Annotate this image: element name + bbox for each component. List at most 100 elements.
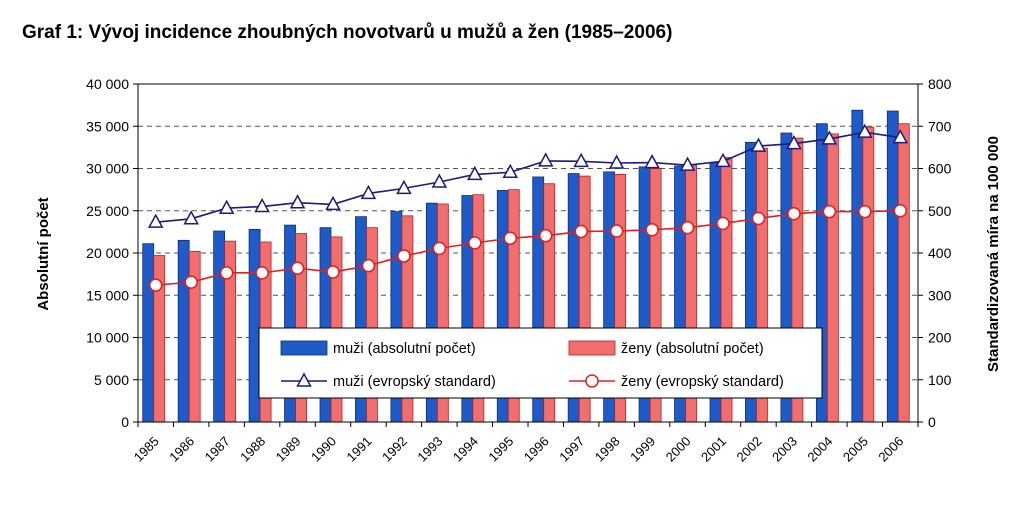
left-tick-label: 5 000	[94, 372, 129, 388]
point-muzi	[608, 154, 625, 169]
x-tick-label: 1989	[273, 434, 304, 465]
point-zeny	[893, 204, 908, 218]
legend: muži (absolutní počet) ženy (absolutní po…	[258, 327, 823, 399]
point-zeny	[574, 224, 588, 239]
bar-muzi	[177, 239, 190, 423]
point-muzi	[821, 130, 838, 145]
legend-swatch	[568, 340, 616, 356]
x-tick-label: 2003	[769, 434, 800, 465]
left-tick-label: 10 000	[86, 330, 129, 346]
point-zeny	[290, 261, 305, 275]
point-muzi	[502, 163, 519, 179]
point-zeny	[361, 258, 376, 273]
chart-title: Graf 1: Vývoj incidence zhoubných novotv…	[22, 22, 673, 43]
right-axis-label: Standardizovaná míra na 100 000	[985, 136, 1002, 372]
x-tick-label: 1985	[131, 434, 162, 465]
point-zeny	[432, 241, 447, 256]
legend-marker	[585, 374, 599, 388]
x-tick-label: 1992	[379, 434, 410, 465]
x-tick-label: 1998	[592, 434, 623, 465]
right-tick-label: 400	[928, 245, 952, 261]
point-zeny	[858, 204, 872, 219]
x-tick-label: 1987	[202, 434, 233, 465]
point-zeny	[645, 223, 659, 237]
point-muzi	[573, 152, 589, 168]
point-muzi	[892, 129, 909, 144]
point-muzi	[289, 194, 306, 209]
point-zeny	[326, 265, 340, 279]
x-tick-label: 1986	[166, 434, 197, 465]
line-muzi	[155, 131, 901, 223]
point-muzi	[467, 165, 483, 181]
right-tick-label: 0	[928, 414, 936, 430]
x-tick-label: 1993	[414, 434, 445, 465]
point-zeny	[538, 228, 553, 243]
point-muzi	[325, 195, 341, 211]
left-axis-label: Absolutní počet	[35, 197, 52, 310]
x-tick-label: 1988	[237, 434, 268, 465]
x-tick-label: 2006	[875, 434, 906, 465]
right-tick-label: 100	[928, 372, 952, 388]
point-muzi	[786, 134, 802, 150]
point-zeny	[468, 236, 482, 250]
x-tick-label: 2004	[804, 434, 835, 465]
point-muzi	[537, 152, 554, 167]
point-zeny	[751, 211, 766, 226]
legend-box	[258, 327, 823, 399]
bar-zeny	[897, 123, 910, 423]
point-muzi	[360, 184, 377, 200]
bar-muzi	[851, 109, 864, 423]
bar-zeny	[862, 126, 875, 423]
point-zeny	[184, 275, 198, 289]
point-muzi	[750, 137, 767, 152]
x-tick-label: 2000	[663, 434, 694, 465]
point-muzi	[396, 179, 412, 195]
x-tick-label: 1994	[450, 434, 481, 465]
x-tick-label: 1990	[308, 434, 339, 465]
x-tick-label: 1997	[556, 434, 587, 465]
point-muzi	[218, 199, 235, 214]
right-tick-label: 700	[928, 118, 952, 134]
point-muzi	[254, 197, 270, 213]
legend-swatch	[280, 340, 328, 356]
x-tick-label: 2005	[840, 434, 871, 465]
point-muzi	[644, 154, 660, 169]
point-muzi	[183, 210, 199, 225]
legend-label: ženy (evropský standard)	[621, 374, 784, 390]
x-tick-label: 1995	[485, 434, 516, 465]
x-tick-label: 1991	[344, 434, 375, 465]
legend-label: muži (absolutní počet)	[333, 341, 476, 357]
point-muzi	[431, 173, 448, 188]
right-tick-label: 600	[928, 161, 952, 177]
point-zeny	[716, 216, 730, 231]
x-tick-label: 2001	[698, 434, 729, 465]
point-muzi	[857, 123, 873, 138]
bar-zeny	[826, 133, 839, 423]
point-muzi	[715, 152, 731, 168]
left-tick-label: 30 000	[86, 161, 129, 177]
right-tick-label: 300	[928, 287, 952, 303]
legend-label: muži (evropský standard)	[333, 374, 496, 390]
point-zeny	[255, 266, 269, 280]
left-tick-label: 20 000	[86, 245, 129, 261]
right-tick-label: 800	[928, 76, 952, 92]
x-tick-label: 2002	[734, 434, 765, 465]
right-tick-label: 500	[928, 203, 952, 219]
line-zeny	[155, 209, 901, 286]
point-muzi	[679, 156, 696, 171]
point-zeny	[148, 278, 163, 292]
x-tick-label: 1996	[521, 434, 552, 465]
point-zeny	[822, 204, 837, 219]
line-series	[147, 123, 909, 292]
left-tick-label: 15 000	[86, 287, 129, 303]
bar-muzi	[886, 110, 899, 423]
left-tick-label: 35 000	[86, 118, 129, 134]
point-zeny	[397, 249, 411, 263]
point-zeny	[219, 266, 234, 280]
x-tick-label: 1999	[627, 434, 658, 465]
right-axis-ticks: 0 100 200 300 400 500 600 700 800	[918, 76, 952, 430]
x-axis-ticks: 1985 1986 1987 1988 1989 1990 1991 1992 1993 1994…	[131, 422, 919, 465]
bar-muzi	[213, 230, 226, 423]
point-muzi	[147, 213, 164, 228]
bar-muzi	[248, 228, 261, 423]
